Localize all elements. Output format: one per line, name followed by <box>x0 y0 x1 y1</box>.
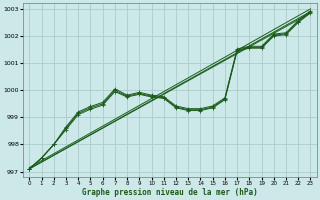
X-axis label: Graphe pression niveau de la mer (hPa): Graphe pression niveau de la mer (hPa) <box>82 188 258 197</box>
